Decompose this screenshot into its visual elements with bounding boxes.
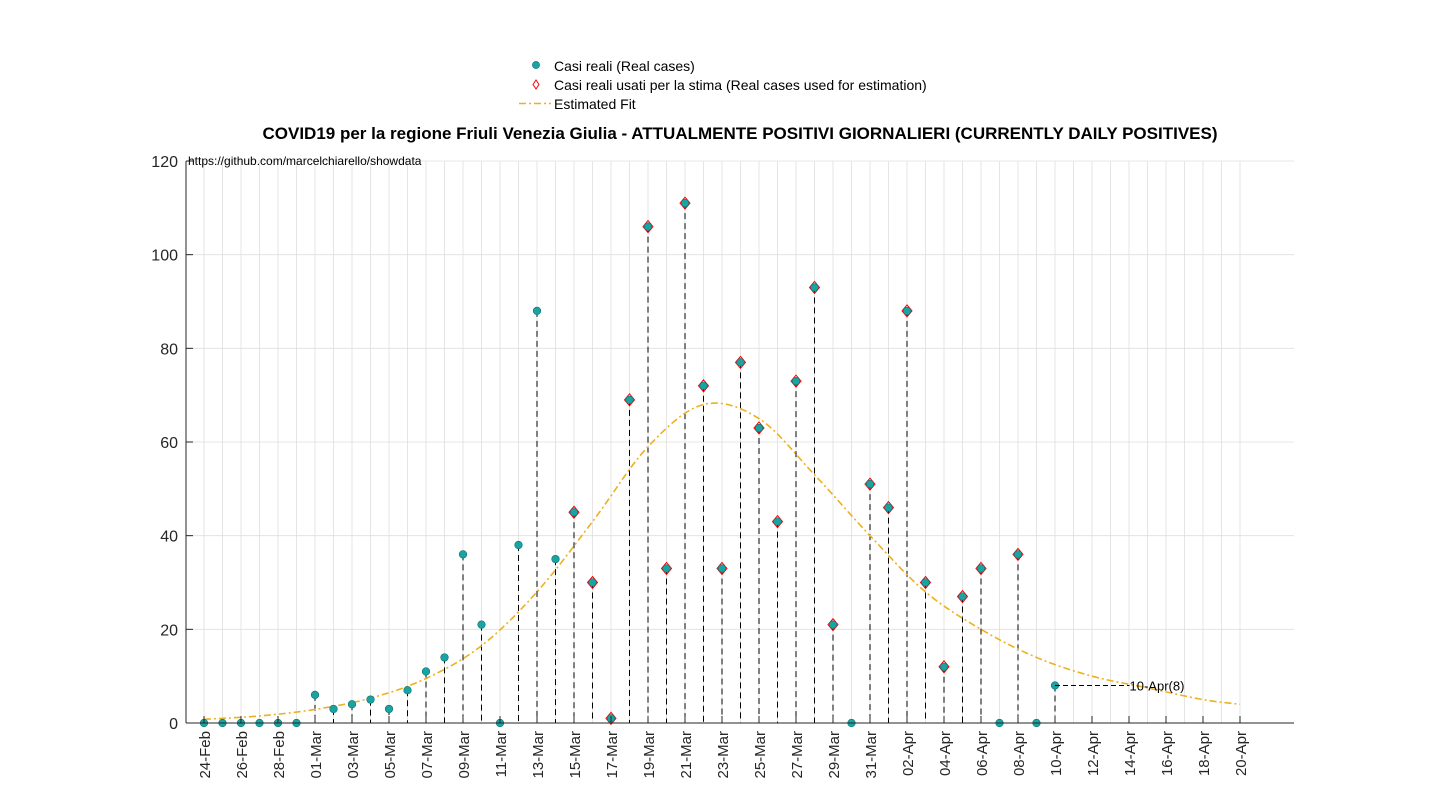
legend-symbol-diamond xyxy=(518,75,554,94)
x-tick-label: 23-Mar xyxy=(715,731,732,779)
x-tick-label: 18-Apr xyxy=(1196,731,1213,776)
data-point xyxy=(551,554,560,564)
data-point xyxy=(754,423,764,433)
data-point xyxy=(514,540,523,550)
data-point xyxy=(588,578,597,587)
data-point xyxy=(791,377,801,386)
data-point xyxy=(329,704,338,714)
x-tick-label: 11-Mar xyxy=(493,731,510,777)
x-tick-label: 27-Mar xyxy=(789,731,806,779)
x-tick-label: 24-Feb xyxy=(197,731,214,779)
data-point xyxy=(828,620,838,629)
data-point xyxy=(569,508,579,517)
data-point xyxy=(477,620,486,629)
data-point xyxy=(958,592,967,601)
source-annotation: https://github.com/marcelchiarello/showd… xyxy=(188,154,422,168)
x-tick-label: 21-Mar xyxy=(678,731,695,779)
data-point xyxy=(1013,550,1023,559)
y-tick-label: 40 xyxy=(160,529,178,546)
legend-label-real-cases: Casi reali (Real cases) xyxy=(554,57,695,74)
chart-legend: Casi reali (Real cases) Casi reali usati… xyxy=(518,56,927,113)
data-point xyxy=(458,550,468,559)
x-tick-label: 17-Mar xyxy=(604,731,621,779)
x-tick-label: 03-Mar xyxy=(345,731,362,779)
x-tick-label: 20-Apr xyxy=(1233,731,1250,776)
x-tick-label: 07-Mar xyxy=(419,731,436,779)
x-tick-label: 26-Feb xyxy=(234,731,251,779)
data-point xyxy=(421,667,431,676)
data-point xyxy=(403,686,412,695)
data-point xyxy=(680,199,690,208)
data-point xyxy=(902,306,912,315)
x-tick-label: 12-Apr xyxy=(1085,731,1102,776)
data-point xyxy=(366,695,375,704)
legend-symbol-circle xyxy=(518,56,554,75)
data-point xyxy=(310,690,320,700)
y-tick-label: 80 xyxy=(160,341,178,358)
x-tick-label: 25-Mar xyxy=(752,731,769,779)
data-point xyxy=(810,283,819,292)
data-point xyxy=(736,358,745,367)
data-point xyxy=(384,704,394,714)
data-point xyxy=(662,564,671,573)
x-tick-label: 31-Mar xyxy=(863,731,880,779)
legend-item-real-cases: Casi reali (Real cases) xyxy=(518,56,927,75)
data-point xyxy=(976,564,986,573)
data-point xyxy=(717,564,727,573)
x-tick-label: 04-Apr xyxy=(937,731,954,776)
x-tick-label: 19-Mar xyxy=(641,731,658,779)
data-point xyxy=(865,480,875,489)
x-tick-label: 28-Feb xyxy=(271,731,288,779)
x-tick-label: 05-Mar xyxy=(382,731,399,779)
x-tick-label: 10-Apr xyxy=(1048,731,1065,776)
y-tick-label: 100 xyxy=(151,248,178,265)
data-point xyxy=(625,395,634,404)
x-tick-label: 02-Apr xyxy=(900,731,917,776)
x-tick-label: 15-Mar xyxy=(567,731,584,779)
y-tick-label: 120 xyxy=(151,154,178,171)
x-tick-label: 29-Mar xyxy=(826,731,843,779)
point-label: 10-Apr(8) xyxy=(1130,679,1185,694)
data-point xyxy=(347,700,357,709)
legend-label-estimated-fit: Estimated Fit xyxy=(554,95,636,112)
y-tick-label: 20 xyxy=(160,622,178,639)
data-point xyxy=(773,517,782,526)
chart-title: COVID19 per la regione Friuli Venezia Gi… xyxy=(262,124,1218,143)
x-tick-label: 01-Mar xyxy=(308,731,325,779)
legend-item-estimated-fit: Estimated Fit xyxy=(518,94,927,113)
y-tick-label: 60 xyxy=(160,435,178,452)
legend-item-estimation-cases: Casi reali usati per la stima (Real case… xyxy=(518,75,927,94)
data-point xyxy=(884,503,893,512)
x-tick-label: 13-Mar xyxy=(530,731,547,779)
y-tick-label: 0 xyxy=(169,716,178,733)
data-point xyxy=(699,381,708,390)
x-tick-label: 14-Apr xyxy=(1122,731,1139,776)
x-tick-label: 06-Apr xyxy=(974,731,991,776)
data-point xyxy=(643,222,653,231)
data-point xyxy=(532,306,542,315)
x-tick-label: 09-Mar xyxy=(456,731,473,779)
legend-label-estimation-cases: Casi reali usati per la stima (Real case… xyxy=(554,76,927,93)
data-point xyxy=(440,653,449,662)
x-tick-label: 16-Apr xyxy=(1159,731,1176,776)
x-tick-label: 08-Apr xyxy=(1011,731,1028,776)
legend-symbol-dashdot xyxy=(518,94,554,113)
data-point xyxy=(939,662,949,671)
data-point xyxy=(921,578,930,587)
fit-line xyxy=(203,402,1241,721)
